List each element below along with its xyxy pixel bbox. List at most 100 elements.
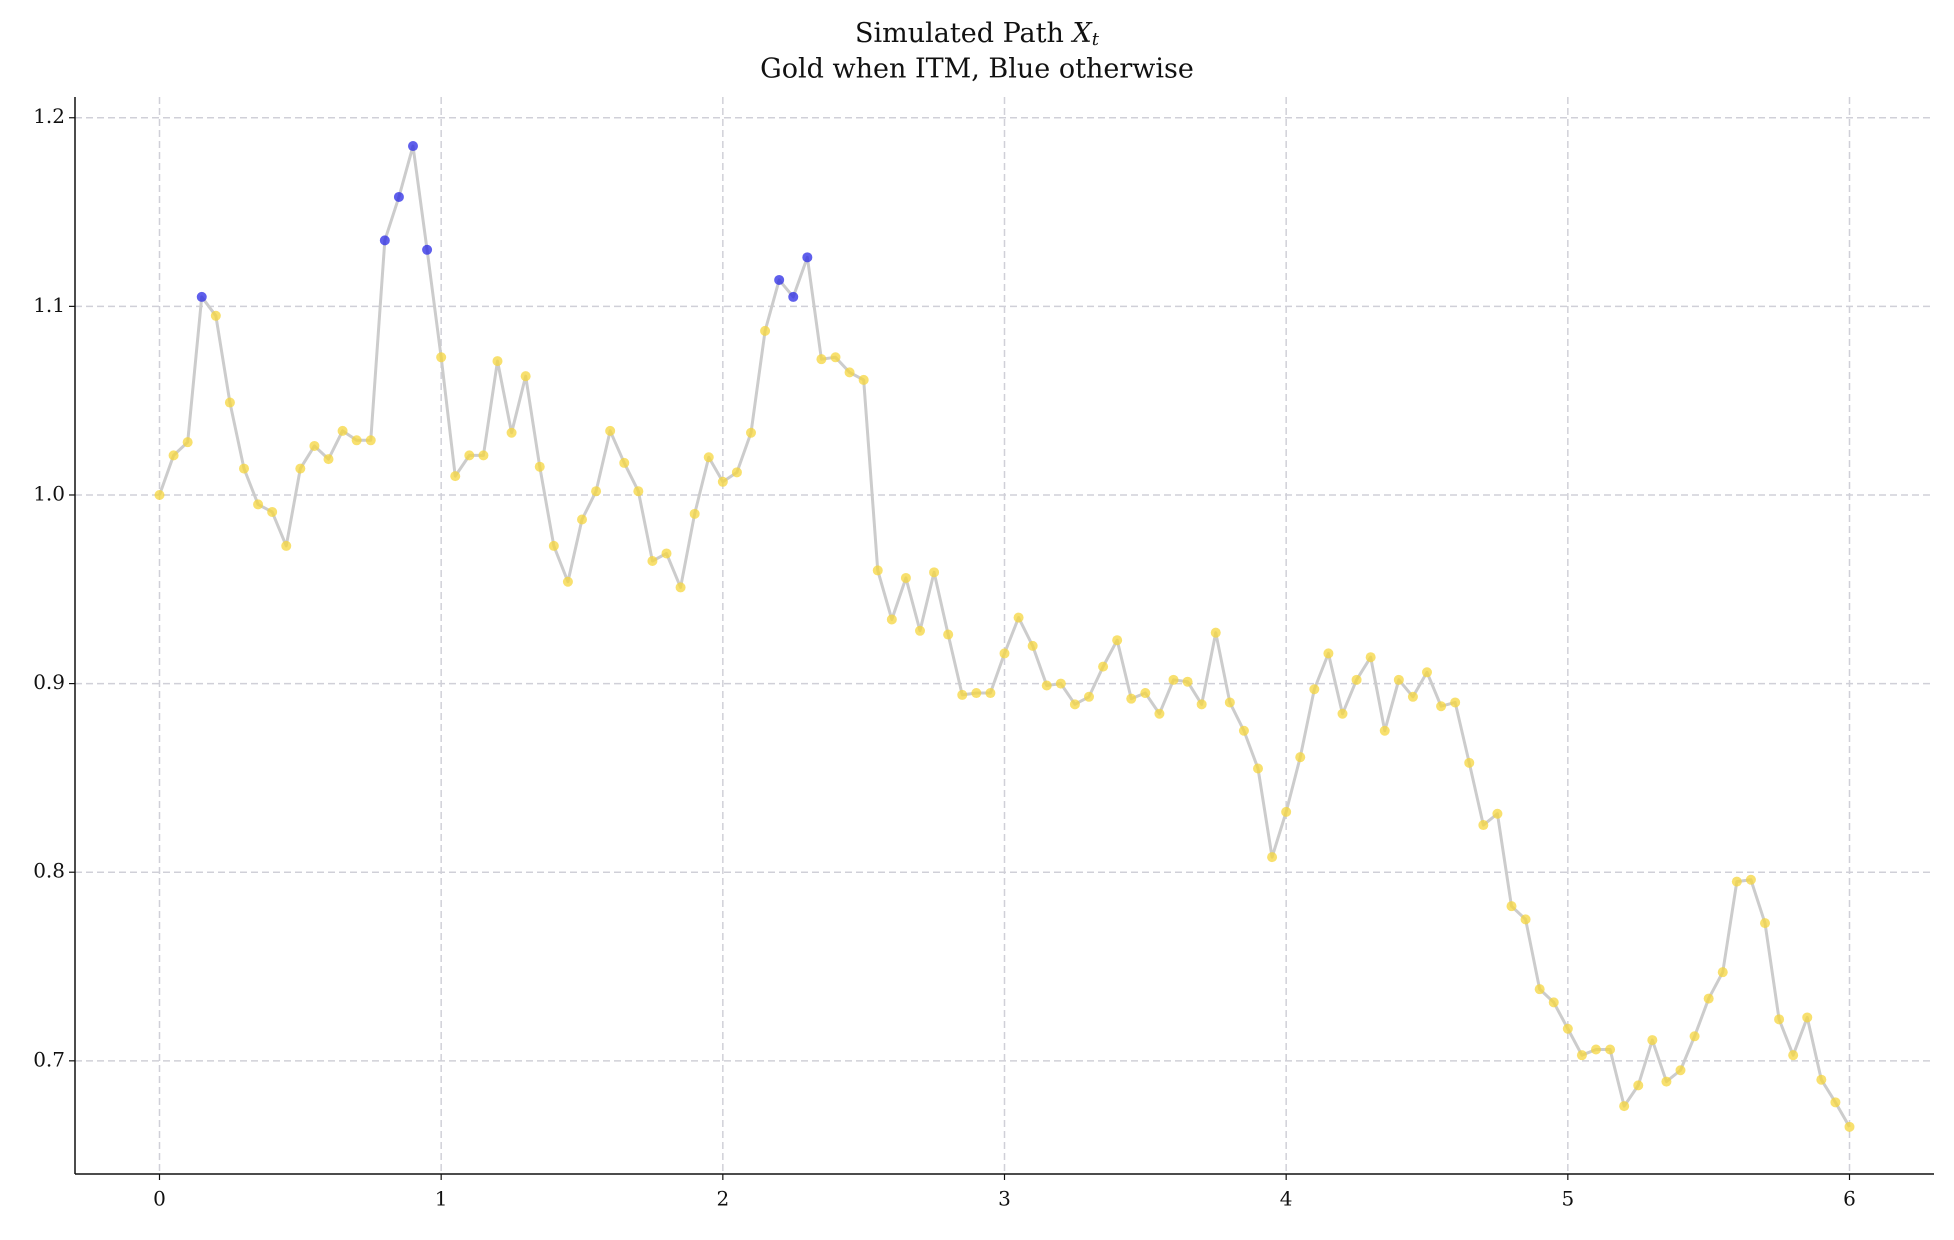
point: [1717, 967, 1728, 978]
point: [337, 425, 348, 436]
point: [1830, 1097, 1841, 1108]
point: [1140, 688, 1151, 699]
point: [1210, 627, 1221, 638]
point: [577, 514, 587, 525]
point: [1745, 874, 1756, 885]
y-tick-label: 0.8: [33, 859, 65, 883]
point: [210, 310, 221, 321]
point: [703, 452, 714, 463]
point: [605, 425, 616, 436]
point: [802, 252, 813, 263]
point: [1731, 876, 1742, 887]
point: [844, 367, 855, 378]
point: [985, 688, 996, 699]
point: [351, 435, 362, 446]
point: [492, 356, 503, 367]
point: [253, 499, 264, 510]
point: [858, 374, 869, 385]
point: [1689, 1031, 1700, 1042]
point: [1788, 1050, 1799, 1061]
point: [1238, 725, 1249, 736]
point: [1633, 1080, 1644, 1091]
point: [886, 614, 897, 625]
point: [1224, 697, 1235, 708]
chart-subtitle: Gold when ITM, Blue otherwise: [760, 54, 1194, 85]
point: [379, 235, 390, 246]
y-tick-label: 1.0: [33, 481, 65, 505]
x-tick-label: 4: [1280, 1187, 1293, 1211]
point: [1069, 699, 1080, 710]
point: [548, 540, 559, 551]
point: [1816, 1074, 1827, 1085]
point: [1098, 661, 1109, 672]
point: [393, 191, 404, 202]
point: [1196, 699, 1207, 710]
point: [1013, 612, 1024, 623]
point: [408, 141, 418, 152]
point: [422, 244, 433, 255]
point: [1365, 652, 1376, 663]
point: [929, 567, 940, 578]
point: [1393, 674, 1404, 685]
point: [619, 457, 630, 468]
y-tick-label: 1.2: [33, 104, 65, 128]
x-tick-label: 0: [153, 1187, 166, 1211]
point: [1154, 708, 1165, 719]
point: [1802, 1012, 1813, 1023]
point: [689, 508, 700, 519]
point: [1309, 684, 1320, 695]
point: [182, 437, 193, 448]
point: [746, 427, 756, 438]
point: [224, 397, 235, 408]
point: [717, 476, 728, 487]
point: [267, 506, 278, 517]
point: [971, 688, 982, 699]
point: [506, 427, 517, 438]
point: [309, 440, 320, 451]
point: [1112, 635, 1123, 646]
point: [915, 625, 925, 636]
point: [1450, 697, 1461, 708]
point: [1182, 676, 1193, 687]
x-tick-label: 3: [998, 1187, 1011, 1211]
x-tick-label: 2: [716, 1187, 729, 1211]
point: [154, 489, 165, 500]
point: [1436, 701, 1447, 712]
point: [450, 471, 461, 482]
point: [1534, 984, 1545, 995]
point: [1027, 640, 1038, 651]
point: [1591, 1044, 1601, 1055]
title-text: Simulated Path: [855, 18, 1072, 49]
point: [1055, 678, 1066, 689]
point: [1407, 691, 1418, 702]
point: [943, 629, 954, 640]
point: [1168, 674, 1179, 685]
point: [1464, 757, 1475, 768]
chart-title: Simulated Path Xt: [855, 18, 1100, 51]
point: [1337, 708, 1348, 719]
point: [1492, 808, 1503, 819]
point: [1576, 1050, 1587, 1061]
point: [464, 450, 475, 461]
point: [520, 371, 531, 382]
point: [999, 648, 1010, 659]
point: [1323, 648, 1334, 659]
point: [591, 486, 602, 497]
point: [1267, 852, 1278, 863]
point: [436, 352, 447, 363]
point: [1562, 1023, 1573, 1034]
title-subscript: t: [1092, 29, 1100, 50]
point: [168, 450, 179, 461]
point: [760, 325, 771, 336]
point: [1605, 1044, 1616, 1055]
y-tick-label: 1.1: [33, 293, 65, 317]
x-tick-label: 1: [435, 1187, 448, 1211]
point: [675, 582, 686, 593]
point: [1253, 763, 1263, 774]
point: [1422, 667, 1432, 678]
point: [788, 291, 799, 302]
point: [1844, 1121, 1855, 1132]
point: [1281, 806, 1292, 817]
point: [1675, 1065, 1686, 1076]
